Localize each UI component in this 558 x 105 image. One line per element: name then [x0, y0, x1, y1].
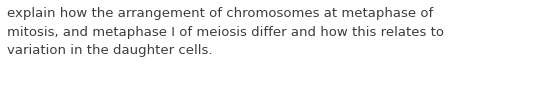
Text: explain how the arrangement of chromosomes at metaphase of
mitosis, and metaphas: explain how the arrangement of chromosom… — [7, 7, 444, 57]
